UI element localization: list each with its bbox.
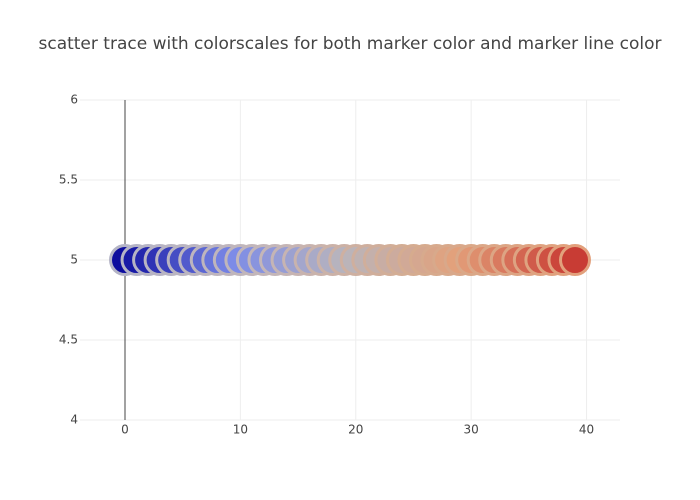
x-tick-label: 0: [121, 423, 129, 437]
y-tick-label: 4: [70, 413, 78, 427]
y-tick-label: 4.5: [59, 333, 78, 347]
marker: [559, 244, 591, 276]
y-tick-label: 5.5: [59, 173, 78, 187]
x-tick-label: 40: [579, 423, 594, 437]
x-tick-label: 10: [233, 423, 248, 437]
x-tick-label: 20: [348, 423, 363, 437]
chart-title: scatter trace with colorscales for both …: [38, 34, 661, 54]
y-tick-label: 5: [70, 253, 78, 267]
x-tick-label: 30: [464, 423, 479, 437]
y-tick-label: 6: [70, 93, 78, 107]
